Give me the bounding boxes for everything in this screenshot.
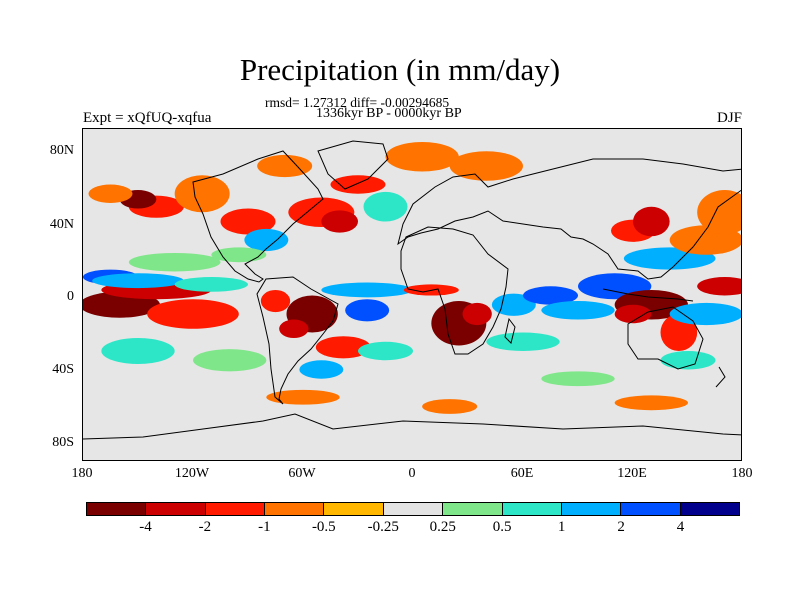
wet-anomaly-region	[541, 371, 615, 387]
colorbar-swatch	[621, 503, 681, 515]
precipitation-map	[82, 128, 742, 461]
dry-anomaly-region	[174, 175, 230, 213]
dry-anomaly-region	[462, 302, 492, 326]
colorbar-tick-label: 1	[557, 519, 566, 535]
dry-anomaly-region	[315, 336, 371, 359]
wet-anomaly-region	[358, 341, 413, 361]
australia-outline	[627, 306, 704, 370]
dry-anomaly-region	[88, 184, 133, 203]
dry-anomaly-region	[266, 389, 340, 405]
dry-anomaly-region	[257, 154, 313, 178]
indonesia-outline	[602, 288, 694, 302]
colorbar-swatch	[680, 503, 739, 515]
lon-label-180w: 180	[71, 466, 93, 481]
colorbar-swatch	[205, 503, 266, 515]
dry-anomaly-region	[279, 319, 309, 339]
lon-label-60w: 60W	[288, 466, 316, 481]
wet-anomaly-region	[211, 247, 267, 263]
colorbar-tick-label: 0.25	[429, 519, 456, 535]
south-america-outline	[256, 276, 339, 405]
experiment-label: Expt = xQfUQ-xqfua	[83, 110, 212, 126]
lat-label-80n: 80N	[49, 143, 74, 158]
colorbar-swatch	[265, 503, 325, 515]
antarctica-outline	[83, 413, 741, 440]
dry-anomaly-region	[697, 277, 741, 296]
colorbar-swatch	[87, 503, 147, 515]
wet-anomaly-region	[193, 349, 267, 372]
lat-label-80s: 80S	[52, 435, 74, 450]
wet-anomaly-region	[523, 286, 578, 305]
anomaly-fields	[83, 141, 741, 414]
dry-anomaly-region	[422, 399, 478, 414]
colorbar-swatch	[561, 503, 622, 515]
dry-anomaly-region	[614, 304, 652, 324]
wet-anomaly-region	[128, 252, 221, 272]
colorbar-tick-label: -0.5	[311, 519, 336, 535]
dry-anomaly-region	[697, 190, 741, 235]
wet-anomaly-region	[486, 332, 560, 351]
colorbar-tick-label: -2	[198, 519, 212, 535]
lon-label-180e: 180	[731, 466, 753, 481]
colorbar-tick-label: 2	[617, 519, 625, 535]
wet-anomaly-region	[174, 277, 248, 292]
colorbar-tick-label: -4	[139, 519, 152, 535]
lon-label-0: 0	[408, 466, 416, 481]
dry-anomaly-region	[330, 175, 386, 194]
dry-anomaly-region	[614, 395, 688, 411]
lat-label-40n: 40N	[49, 217, 74, 232]
africa-outline	[400, 226, 509, 355]
time-period-label: 1336kyr BP - 0000kyr BP	[316, 106, 462, 121]
continent-outlines	[83, 140, 741, 440]
dry-anomaly-region	[260, 289, 291, 313]
north-america-outline	[192, 150, 324, 283]
lon-label-120e: 120E	[617, 466, 647, 481]
wet-anomaly-region	[363, 191, 408, 222]
lat-label-40s: 40S	[52, 362, 74, 377]
wet-anomaly-region	[660, 351, 716, 370]
colorbar-tick-label: 4	[676, 519, 685, 535]
colorbar-tick-label: 0.5	[492, 519, 512, 535]
colorbar-swatch	[383, 503, 444, 515]
rmsd-diff-stats: rmsd= 1.27312 diff= -0.00294685	[265, 95, 450, 110]
wet-anomaly-region	[321, 282, 413, 298]
colorbar-tick-label: -1	[258, 519, 271, 535]
wet-anomaly-region	[299, 360, 344, 379]
dry-anomaly-region	[449, 151, 523, 181]
lon-label-120w: 120W	[174, 466, 210, 481]
colorbar-swatch	[324, 503, 384, 515]
map-canvas	[83, 140, 741, 440]
colorbar-swatch	[443, 503, 503, 515]
dry-anomaly-region	[147, 299, 239, 329]
dry-anomaly-region	[321, 210, 358, 233]
greenland-outline	[317, 140, 389, 190]
plot-title: Precipitation (in mm/day)	[239, 52, 561, 87]
colorbar	[86, 502, 740, 516]
wet-anomaly-region	[541, 301, 615, 320]
colorbar-swatch	[502, 503, 562, 515]
dry-anomaly-region	[633, 206, 670, 237]
season-label: DJF	[716, 110, 742, 126]
dry-anomaly-region	[220, 208, 276, 235]
wet-anomaly-region	[92, 273, 184, 289]
lon-label-60e: 60E	[510, 466, 534, 481]
lat-label-0: 0	[67, 289, 74, 304]
wet-anomaly-region	[244, 228, 289, 252]
new-zealand-outline	[715, 366, 726, 388]
madagascar-outline	[504, 317, 516, 344]
dry-anomaly-region	[385, 141, 459, 172]
wet-anomaly-region	[345, 299, 390, 322]
colorbar-swatch	[146, 503, 206, 515]
colorbar-tick-label: -0.25	[367, 519, 399, 535]
europe-asia-outline	[397, 158, 741, 280]
wet-anomaly-region	[669, 302, 741, 326]
wet-anomaly-region	[101, 338, 175, 364]
